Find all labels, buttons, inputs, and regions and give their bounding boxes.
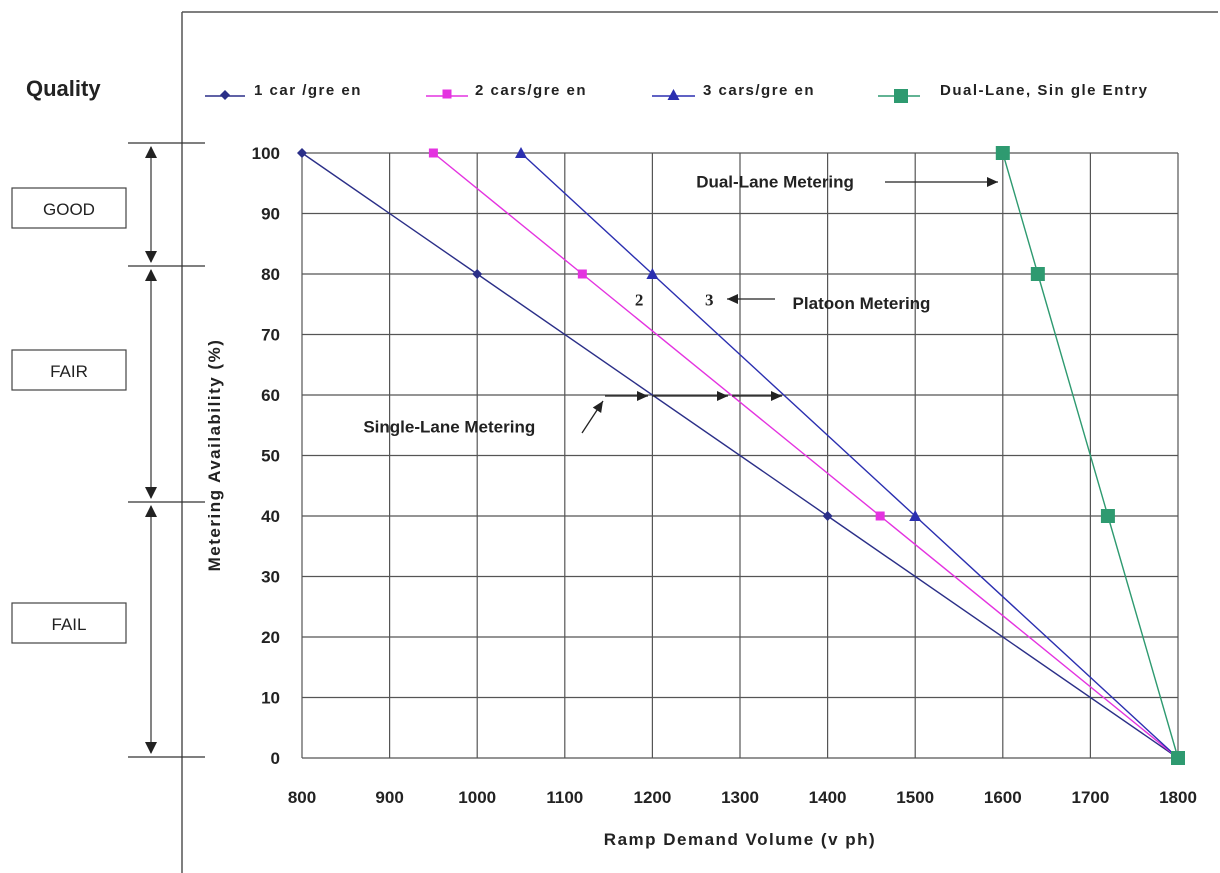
x-tick-label-800: 800 (288, 788, 316, 807)
y-tick-label-70: 70 (261, 326, 280, 345)
x-tick-label-1600: 1600 (984, 788, 1022, 807)
quality-arrow-down-3 (145, 742, 157, 754)
quality-title: Quality (26, 76, 101, 101)
series-4-point-1 (995, 146, 1010, 160)
quality-label-good: GOOD (43, 200, 95, 219)
annotation-num-2: 2 (635, 290, 644, 309)
series-4-point-3 (1100, 509, 1115, 523)
annotation-dual-lane: Dual-Lane Metering (696, 172, 854, 191)
x-tick-label-900: 900 (375, 788, 403, 807)
series-3-point-2 (646, 268, 659, 279)
legend-marker-4 (894, 89, 908, 103)
series-line-2 (432, 152, 1179, 759)
quality-arrow-up-2 (145, 269, 157, 281)
x-tick-label-1400: 1400 (809, 788, 847, 807)
arrow-60-c-head (771, 391, 782, 401)
y-axis-label: Metering Availability (%) (205, 339, 224, 572)
series-line-4 (1002, 152, 1179, 759)
x-tick-label-1300: 1300 (721, 788, 759, 807)
y-tick-label-90: 90 (261, 205, 280, 224)
y-tick-label-30: 30 (261, 568, 280, 587)
y-tick-label-10: 10 (261, 689, 280, 708)
quality-label-fail: FAIL (52, 615, 87, 634)
series-2-point-1 (428, 148, 438, 158)
grid (301, 152, 1179, 759)
legend-marker-2 (442, 89, 452, 99)
y-tick-label-60: 60 (261, 386, 280, 405)
series-2-point-3 (875, 511, 885, 521)
annotations: Dual-Lane Metering 2 3 Platoon Metering Sing… (363, 172, 998, 436)
y-tick-label-0: 0 (271, 749, 280, 768)
series-2-point-2 (577, 269, 587, 279)
x-tick-label-1800: 1800 (1159, 788, 1197, 807)
x-tick-label-1700: 1700 (1071, 788, 1109, 807)
series (297, 146, 1185, 765)
arrow-dual-lane-head (987, 177, 998, 187)
series-3-point-1 (515, 147, 527, 158)
annotation-platoon: Platoon Metering (793, 294, 931, 313)
y-tick-label-80: 80 (261, 265, 280, 284)
annotation-num-3: 3 (705, 290, 714, 309)
quality-box-2 (11, 349, 127, 391)
legend-label-3: 3 cars/gre en (703, 82, 815, 99)
y-axis-ticks: 0 10 20 30 40 50 60 70 80 90 100 (252, 144, 280, 768)
x-tick-label-1200: 1200 (633, 788, 671, 807)
legend-label-4: Dual-Lane, Sin gle Entry (940, 82, 1149, 99)
legend-marker-1 (220, 90, 230, 100)
arrow-60-b-head (717, 391, 728, 401)
quality-label-fair: FAIR (50, 362, 88, 381)
legend: 1 car /gre en 2 cars/gre en 3 cars/gre en D… (205, 82, 1149, 103)
quality-arrow-up-1 (145, 146, 157, 158)
x-axis-ticks: 800 900 1000 1100 1200 1300 1400 1500 1600 1700 18… (288, 788, 1197, 807)
x-tick-label-1500: 1500 (896, 788, 934, 807)
series-4-point-2 (1030, 267, 1045, 281)
y-tick-label-40: 40 (261, 507, 280, 526)
x-tick-label-1100: 1100 (546, 788, 583, 807)
series-3-point-3 (909, 510, 922, 521)
legend-label-1: 1 car /gre en (254, 82, 362, 99)
series-line-1 (301, 152, 1179, 759)
quality-box-3 (11, 602, 127, 644)
quality-arrow-down-1 (145, 251, 157, 263)
arrow-platoon-head (727, 294, 738, 304)
quality-scale: GOOD FAIR FAIL (11, 142, 205, 758)
arrow-60-a-head (637, 391, 648, 401)
quality-arrow-up-3 (145, 505, 157, 517)
y-tick-label-20: 20 (261, 628, 280, 647)
y-tick-label-100: 100 (252, 144, 280, 163)
series-line-3 (520, 152, 1179, 759)
x-tick-label-1000: 1000 (458, 788, 496, 807)
quality-arrow-down-2 (145, 487, 157, 499)
legend-marker-3 (667, 89, 680, 100)
quality-box-1 (11, 187, 127, 229)
series-4-point-4 (1171, 751, 1185, 765)
legend-label-2: 2 cars/gre en (475, 82, 587, 99)
series-1-point-1 (297, 148, 307, 158)
series-1-point-3 (822, 511, 833, 521)
arrow-single-lane-head (592, 401, 603, 413)
annotation-single-lane: Single-Lane Metering (363, 417, 535, 436)
y-tick-label-50: 50 (261, 447, 280, 466)
x-axis-label: Ramp Demand Volume (v ph) (604, 830, 876, 849)
series-1-point-2 (472, 269, 483, 279)
